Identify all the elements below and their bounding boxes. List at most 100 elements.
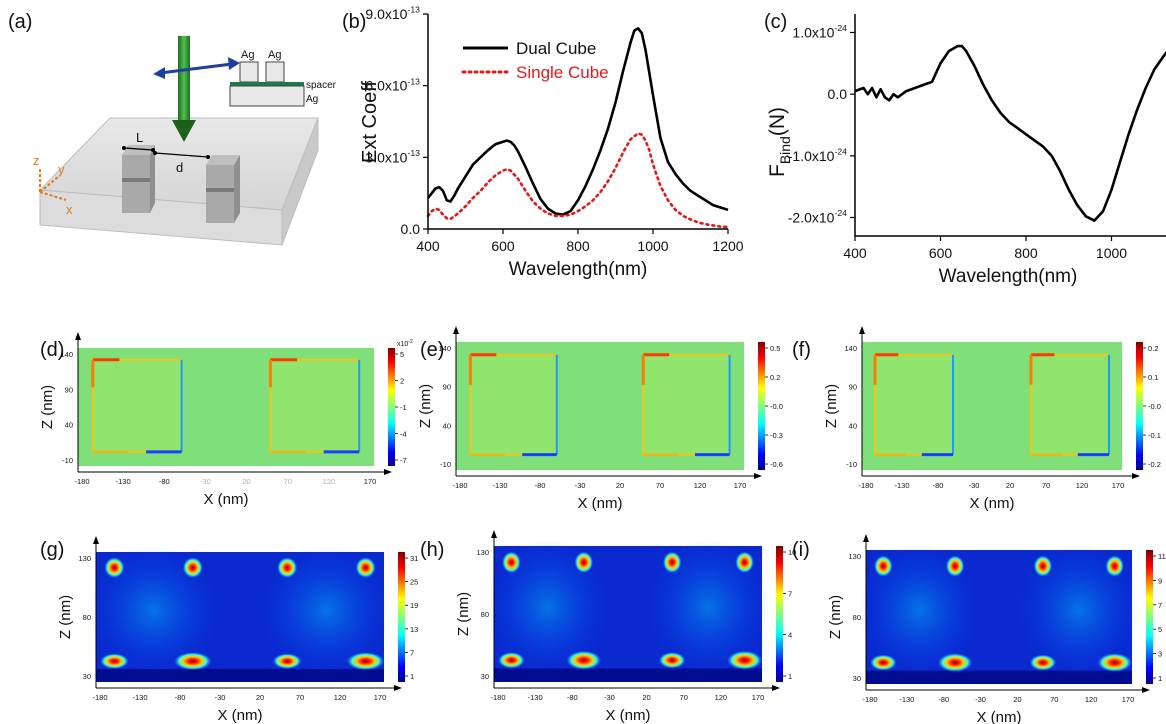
heatmap-d-xtick-3: -30 <box>200 477 211 486</box>
heatmap-e-colorbar-label-3: -0.3 <box>770 431 783 440</box>
heatmap-g-xtick-3: -30 <box>215 693 226 702</box>
heatmap-g-xtick-0: -180 <box>92 693 107 702</box>
chart-c-frame <box>854 14 1166 237</box>
heatmap-i-xtick-4: 20 <box>1013 695 1021 704</box>
heatmap-f-xtick-2: -80 <box>933 481 944 490</box>
heatmap-i-ytick-2: 30 <box>853 674 861 683</box>
chart-c-ytick-label-1-mantissa: -1.0x10 <box>788 148 835 164</box>
heatmap-f-xlabel: X (nm) <box>970 495 1015 512</box>
heatmap-g: -180 -130 -80 -30 20 70 120 170 130 80 30 X (nm) Z (… <box>57 536 418 724</box>
heatmap-d-colorbar-exponent-sup: -2 <box>408 339 413 345</box>
heatmap-d-colorbar-label-3: -4 <box>400 430 407 439</box>
axis-y-label: y <box>58 162 65 177</box>
chart-b-series <box>426 26 730 229</box>
heatmap-f-colorbar-label-1: 0.1 <box>1148 373 1158 382</box>
heatmap-g-xtick-4: 20 <box>256 693 264 702</box>
heatmap-e-ytick-2: 40 <box>443 421 451 430</box>
heatmap-e-xtick-7: 170 <box>734 481 747 490</box>
heatmap-e-colorbar <box>758 342 765 470</box>
heatmap-d-cube-0 <box>91 358 183 453</box>
heatmap-h-ytick-1: 80 <box>481 610 489 619</box>
heatmap-e-yaxis-arrow <box>453 326 459 334</box>
heatmap-g-hotspot-bl-1 <box>272 653 302 669</box>
heatmap-i-hotspot-br-0 <box>937 653 973 672</box>
heatmap-f-ylabel: Z (nm) <box>823 384 840 428</box>
heatmap-g-hotspot-br-0 <box>174 652 212 671</box>
heatmap-d-xtick-5: 70 <box>284 477 292 486</box>
chart-b-ylabel: Ext Coeff <box>359 81 381 163</box>
heatmap-f: -180 -130 -80 -30 20 70 120 170 140 90 40 -10 X (nm)… <box>823 326 1161 512</box>
panel-label-g: (g) <box>40 539 64 561</box>
panel-label-e: (e) <box>420 339 444 361</box>
heatmap-g-hotspot-br-1 <box>346 652 385 671</box>
chart-b-ytick-label-2-exponent: -13 <box>407 76 420 86</box>
inset-ag-base-label: Ag <box>306 94 318 105</box>
heatmap-g-ytick-2: 30 <box>83 672 91 681</box>
heatmap-i-hotspot-bl-1 <box>1029 654 1057 671</box>
axis-z-label: z <box>33 153 40 168</box>
heatmap-e-colorbar-label-1: 0.2 <box>770 373 780 382</box>
panel-label-b: (b) <box>342 11 366 33</box>
heatmap-e-xaxis-arrow <box>754 473 762 479</box>
heatmap-h-ylabel: Z (nm) <box>455 592 472 636</box>
heatmap-e-xtick-6: 120 <box>694 481 707 490</box>
heatmap-i-xtick-0: -180 <box>862 695 877 704</box>
left-cube-spacer <box>122 178 150 182</box>
chart-b-ytick-label-3-exponent: -13 <box>407 5 420 15</box>
left-cube-front <box>122 155 150 213</box>
heatmap-h-colorbar-label-3: 1 <box>788 672 792 681</box>
chart-b-xtick-label-600: 600 <box>491 238 515 254</box>
heatmap-d: -180 -130 -80 -30 20 70 120 170 140 90 40 -10 X (nm)… <box>39 332 413 508</box>
heatmap-g-xtick-5: 70 <box>296 693 304 702</box>
heatmap-f-xtick-4: 20 <box>1006 481 1014 490</box>
heatmap-h-colorbar <box>776 546 783 682</box>
heatmap-e-ytick-1: 90 <box>443 383 451 392</box>
heatmap-d-ylabel: Z (nm) <box>39 385 56 429</box>
legend-single-cube-label: Single Cube <box>516 63 609 82</box>
heatmap-h-yaxis-arrow <box>491 530 497 538</box>
chart-c-ylabel: FBind(N) <box>766 107 793 177</box>
heatmap-g-colorbar-label-3: 13 <box>410 625 418 634</box>
heatmap-f-xtick-1: -130 <box>894 481 909 490</box>
heatmap-d-xtick-1: -130 <box>116 477 131 486</box>
panel-label-d: (d) <box>40 339 64 361</box>
heatmap-g-xtick-2: -80 <box>175 693 186 702</box>
heatmap-f-xtick-7: 170 <box>1112 481 1125 490</box>
dim-d-line <box>154 152 209 158</box>
heatmap-d-colorbar-label-1: 2 <box>400 377 404 386</box>
heatmap-h-xaxis-arrow <box>772 685 780 691</box>
heatmap-h-xtick-1: -130 <box>528 693 543 702</box>
heatmap-e-xtick-5: 70 <box>656 481 664 490</box>
polarization-arrow-right-head <box>228 57 240 70</box>
heatmap-e-xtick-2: -80 <box>535 481 546 490</box>
heatmap-g-xtick-7: 170 <box>374 693 387 702</box>
heatmap-g-colorbar-label-5: 1 <box>410 672 414 681</box>
heatmap-f-cube-1 <box>1030 353 1110 456</box>
heatmap-d-colorbar-label-0: 5 <box>400 350 404 359</box>
heatmap-f-xtick-5: 70 <box>1042 481 1050 490</box>
heatmap-g-glow-1 <box>261 545 392 676</box>
polarization-arrow-left-head <box>153 67 165 79</box>
chart-b-xtick-label-800: 800 <box>566 238 590 254</box>
heatmap-g-hotspot-tl-1 <box>277 557 298 578</box>
heatmap-i-xtick-5: 70 <box>1050 695 1058 704</box>
heatmap-i-hotspot-br-1 <box>1097 653 1132 672</box>
heatmap-i-xtick-7: 170 <box>1122 695 1135 704</box>
heatmap-g-hotspot-tr-0 <box>182 557 203 578</box>
chart-b-xtick-label-1000: 1000 <box>637 238 668 254</box>
heatmap-f-colorbar-label-2: -0.0 <box>1148 402 1161 411</box>
inset-spacer-label: spacer <box>306 80 337 91</box>
heatmap-e: -180 -130 -80 -30 20 70 120 170 140 90 40 -10 X (nm)… <box>417 326 783 512</box>
left-cube-top <box>122 145 155 155</box>
heatmap-h-hotspot-tl-0 <box>502 551 521 574</box>
heatmap-f-xtick-3: -30 <box>969 481 980 490</box>
heatmap-e-xtick-3: -30 <box>575 481 586 490</box>
heatmap-g-ytick-0: 130 <box>78 554 91 563</box>
inset-cube-left <box>239 61 259 83</box>
inset-cube-right <box>265 61 285 83</box>
heatmap-i-colorbar-label-1: 9 <box>1158 576 1162 585</box>
chart-c-series-0 <box>854 44 1166 222</box>
heatmap-e-ylabel: Z (nm) <box>417 384 434 428</box>
heatmap-g-colorbar-label-4: 7 <box>410 648 414 657</box>
dim-d-label: d <box>176 160 183 175</box>
